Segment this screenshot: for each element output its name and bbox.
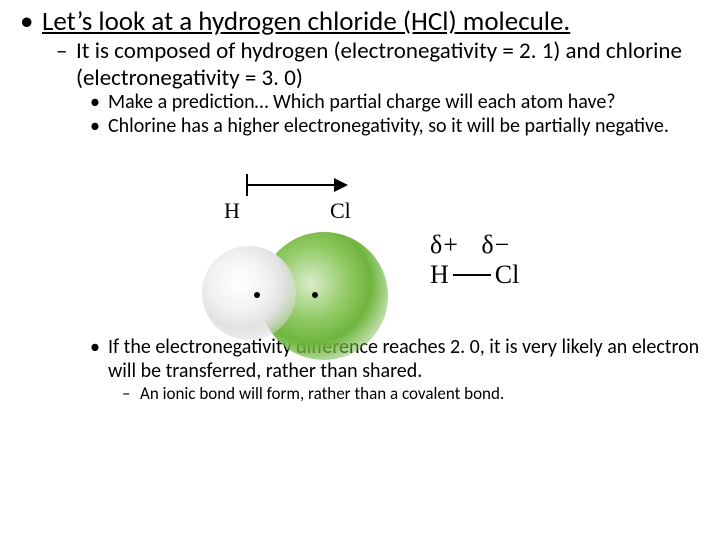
- bullet-lvl4-text: An ionic bond will form, rather than a c…: [140, 383, 504, 404]
- delta-plus: δ+: [430, 230, 459, 259]
- hydrogen-atom-icon: [202, 246, 296, 340]
- delta-minus: δ−: [481, 230, 510, 259]
- electron-dot-cl-icon: [312, 292, 318, 298]
- bullet-lvl4: An ionic bond will form, rather than a c…: [0, 384, 720, 404]
- bullet-lvl3-prediction-text: Make a prediction… Which partial charge …: [108, 90, 616, 114]
- bullet-lvl2-text: It is composed of hydrogen (electronegat…: [76, 37, 682, 91]
- bullet-lvl3-threshold-text: If the electronegativity difference reac…: [108, 335, 699, 383]
- dipole-bond-row: H Cl: [430, 262, 519, 288]
- bullet-lvl1-text: Let’s look at a hydrogen chloride (HCl) …: [42, 5, 570, 38]
- bullet-lvl3-chlorine-text: Chlorine has a higher electronegativity,…: [108, 114, 669, 138]
- bullet-lvl2: It is composed of hydrogen (electronegat…: [0, 38, 720, 91]
- electron-dot-h-icon: [254, 292, 260, 298]
- bullet-lvl3-prediction: Make a prediction… Which partial charge …: [0, 91, 720, 115]
- dipole-left-atom: H: [430, 262, 449, 288]
- figure-label-cl: Cl: [330, 198, 351, 224]
- bullet-lvl3-chlorine: Chlorine has a higher electronegativity,…: [0, 115, 720, 139]
- bullet-lvl1: Let’s look at a hydrogen chloride (HCl) …: [0, 0, 720, 38]
- dipole-charges-row: δ+ δ−: [430, 232, 519, 258]
- bond-line-icon: [453, 274, 491, 276]
- hcl-molecule-figure: H Cl: [200, 174, 400, 374]
- figure-label-h: H: [224, 198, 240, 224]
- dipole-arrow-line-icon: [246, 184, 336, 186]
- dipole-arrow-head-icon: [334, 178, 348, 192]
- dipole-right-atom: Cl: [495, 262, 520, 288]
- dipole-notation: δ+ δ− H Cl: [430, 232, 519, 288]
